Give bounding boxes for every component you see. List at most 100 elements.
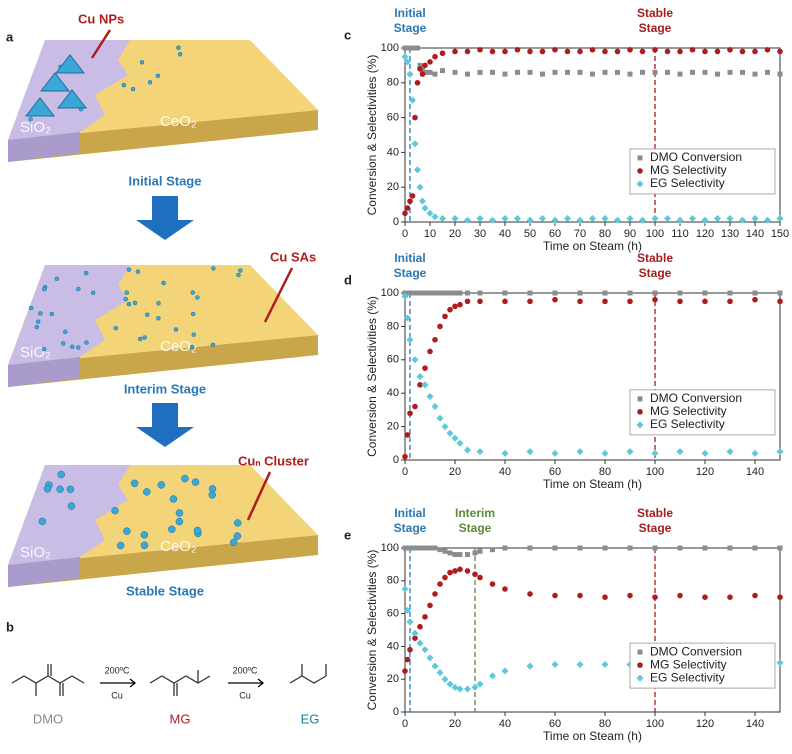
atom	[193, 526, 202, 535]
data-point	[421, 204, 429, 212]
data-point	[457, 301, 463, 308]
atom	[42, 286, 47, 292]
data-point	[432, 71, 438, 77]
atom	[38, 311, 43, 316]
data-point	[526, 216, 534, 224]
data-point	[639, 48, 646, 55]
data-point	[689, 46, 696, 53]
data-point	[501, 215, 509, 223]
data-point	[501, 667, 509, 675]
stage-annotation: Initial	[394, 251, 425, 265]
data-point	[476, 215, 484, 223]
atom	[83, 270, 89, 276]
atom	[28, 305, 34, 311]
slab: SiO₂ CeO₂	[8, 465, 318, 587]
data-point	[437, 290, 443, 296]
data-point	[776, 215, 784, 223]
data-point	[627, 71, 633, 77]
atom	[233, 532, 242, 540]
x-tick-label: 40	[499, 466, 511, 478]
data-point	[714, 48, 721, 55]
data-point	[439, 215, 446, 223]
data-point	[457, 566, 463, 573]
data-point	[577, 48, 583, 55]
data-point	[677, 71, 683, 77]
data-point	[407, 646, 413, 653]
data-point	[726, 215, 734, 223]
data-point	[431, 213, 439, 221]
data-point	[489, 581, 496, 587]
y-tick-label: 0	[393, 216, 399, 228]
data-point	[752, 71, 758, 77]
atom	[140, 541, 149, 550]
atom	[208, 491, 216, 499]
nanoparticle	[24, 97, 56, 117]
x-tick-label: 150	[771, 228, 789, 240]
data-point	[502, 71, 508, 77]
data-point	[442, 548, 448, 554]
atom	[124, 290, 130, 295]
y-tick-label: 100	[381, 42, 399, 54]
callout: Cuₙ Cluster	[238, 453, 309, 468]
atom	[66, 485, 75, 494]
data-point	[464, 685, 471, 693]
sio2-front	[8, 357, 80, 387]
atom	[54, 276, 59, 281]
plot-frame	[404, 292, 781, 461]
data-point	[489, 672, 496, 680]
x-tick-label: 0	[402, 466, 408, 478]
atom	[49, 311, 55, 317]
data-point	[752, 48, 758, 55]
data-point	[414, 80, 421, 86]
data-point	[489, 216, 496, 224]
data-point	[727, 46, 733, 53]
data-point	[527, 290, 533, 296]
atom	[157, 481, 166, 489]
data-point	[652, 296, 658, 303]
data-point	[527, 591, 533, 597]
data-point	[427, 348, 433, 355]
data-point	[412, 114, 418, 121]
stage-annotation: Stable	[637, 506, 673, 520]
data-point	[427, 59, 433, 65]
data-point	[576, 448, 584, 456]
panel-label: e	[344, 527, 351, 542]
x-tick-label: 60	[549, 718, 561, 730]
data-point	[427, 545, 433, 551]
data-point	[446, 680, 454, 688]
data-point	[727, 545, 733, 551]
data-point	[576, 216, 584, 224]
atom	[123, 527, 131, 535]
data-point	[552, 592, 558, 599]
data-point	[407, 410, 413, 417]
data-point	[677, 48, 683, 55]
slab-label: SiO₂	[20, 119, 51, 136]
data-point	[602, 594, 608, 600]
data-point	[727, 290, 733, 296]
data-point	[452, 290, 458, 296]
reaction-temp: 200ºC	[233, 665, 258, 675]
x-tick-label: 80	[599, 718, 611, 730]
data-point	[651, 215, 659, 223]
y-tick-label: 20	[387, 181, 399, 193]
atom	[190, 311, 196, 317]
data-point	[502, 586, 508, 592]
plot-frame	[404, 547, 781, 713]
stage-annotation: Stable	[637, 6, 673, 20]
data-point	[442, 313, 448, 320]
flow-arrow	[136, 403, 194, 447]
molecules	[11, 664, 327, 696]
data-point	[452, 303, 458, 310]
atom	[63, 329, 68, 334]
data-point	[640, 69, 645, 75]
data-point	[437, 547, 443, 553]
x-tick-label: 20	[449, 228, 461, 240]
data-point	[419, 197, 426, 205]
callout-arrow	[263, 267, 294, 323]
data-point	[415, 45, 420, 51]
sio2-front	[8, 557, 80, 587]
data-point	[552, 46, 558, 53]
data-point	[402, 668, 408, 674]
stage-annotation: Stage	[394, 266, 427, 280]
data-point	[602, 545, 608, 551]
